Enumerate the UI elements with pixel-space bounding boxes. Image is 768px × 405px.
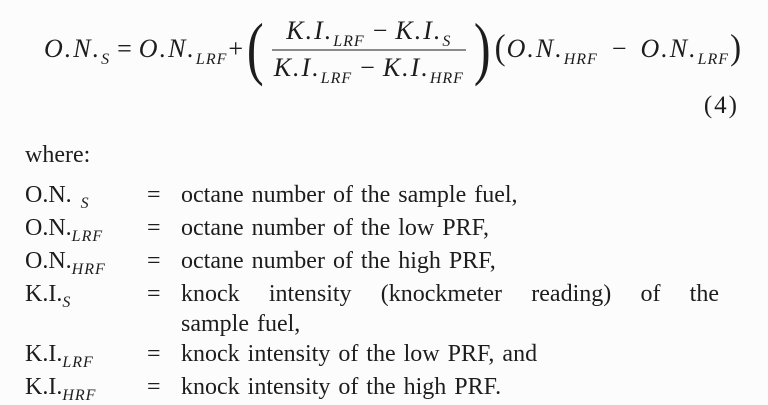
equals-sign: =	[147, 215, 161, 241]
term-ki-sample: K.I.S	[395, 15, 452, 50]
equation-formula: O.N.S = O.N.LRF + ( K.I.LRF − K.I.S K.I.…	[44, 10, 768, 88]
term-on-lrf: O.N.LRF	[25, 215, 104, 245]
term-on-hrf: O.N.HRF	[506, 34, 598, 68]
term-on-lrf: O.N.LRF	[640, 34, 730, 68]
term-ki-hrf: K.I.HRF	[382, 52, 464, 87]
equals-sign: =	[147, 248, 161, 274]
definition-text: octane number of the low PRF,	[181, 215, 490, 241]
equals-sign: =	[147, 374, 161, 400]
definition-row-on-sample: O.N. S = octane number of the sample fuel…	[25, 180, 768, 213]
definition-row-ki-sample: K.I.S = knock intensity (knockmeter read…	[25, 279, 768, 339]
term-ki-sample: K.I.S	[25, 281, 72, 311]
fraction-denominator: K.I.LRF − K.I.HRF	[272, 52, 466, 87]
definition-list: O.N. S = octane number of the sample fuel…	[25, 180, 768, 405]
definition-text: knock intensity (knockmeter reading) of …	[181, 279, 719, 339]
minus-sign: −	[372, 15, 388, 45]
close-paren-medium: )	[730, 28, 742, 68]
definition-text: octane number of the high PRF,	[181, 248, 496, 274]
close-paren-large: )	[473, 9, 491, 88]
definition-row-on-hrf: O.N.HRF = octane number of the high PRF,	[25, 246, 768, 279]
fraction-numerator: K.I.LRF − K.I.S	[284, 15, 453, 50]
term-ki-lrf: K.I.LRF	[25, 341, 94, 371]
definition-text: octane number of the sample fuel,	[181, 182, 518, 208]
minus-sign: −	[360, 52, 375, 82]
term-on-lrf: O.N.LRF	[138, 34, 228, 68]
term-on-hrf: O.N.HRF	[25, 248, 106, 278]
term-ki-lrf: K.I.LRF	[273, 52, 353, 87]
equals-sign: =	[117, 34, 132, 63]
equals-sign: =	[147, 341, 161, 367]
definition-row-ki-lrf: K.I.LRF = knock intensity of the low PRF…	[25, 339, 768, 372]
minus-sign: −	[611, 34, 627, 63]
equals-sign: =	[147, 281, 161, 307]
term-ki-lrf: K.I.LRF	[286, 15, 365, 50]
definition-text-line1: knock intensity (knockmeter reading) of …	[181, 281, 719, 307]
open-paren-medium: (	[494, 28, 506, 68]
definition-text-line2: sample fuel,	[181, 311, 301, 337]
equation-4: O.N.S = O.N.LRF + ( K.I.LRF − K.I.S K.I.…	[44, 10, 768, 120]
term-on-sample: O.N.S	[44, 34, 111, 68]
equation-number: (4)	[703, 92, 739, 119]
definition-row-ki-hrf: K.I.HRF = knock intensity of the high PR…	[25, 372, 768, 405]
fraction-bar	[271, 48, 466, 51]
definition-text: knock intensity of the high PRF.	[181, 374, 502, 400]
equals-sign: =	[147, 182, 161, 208]
open-paren-large: (	[246, 9, 264, 88]
where-label: where:	[25, 142, 91, 168]
plus-sign: +	[228, 34, 244, 63]
term-on-sample: O.N.S	[25, 182, 90, 212]
term-ki-hrf: K.I.HRF	[25, 374, 97, 404]
fraction: K.I.LRF − K.I.S K.I.LRF − K.I.HRF	[267, 15, 471, 87]
definition-text: knock intensity of the low PRF, and	[181, 341, 538, 367]
definition-row-on-lrf: O.N.LRF = octane number of the low PRF,	[25, 213, 768, 246]
